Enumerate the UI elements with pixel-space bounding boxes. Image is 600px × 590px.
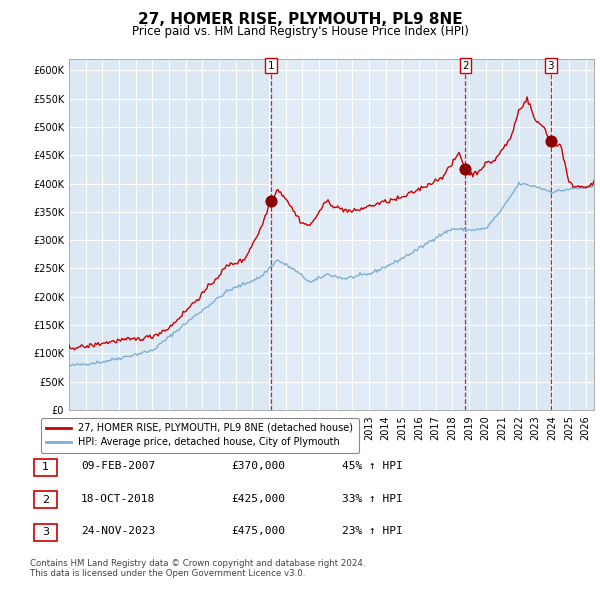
Point	[461, 165, 470, 174]
Text: 3: 3	[42, 527, 49, 537]
Text: 45% ↑ HPI: 45% ↑ HPI	[342, 461, 403, 471]
Text: 18-OCT-2018: 18-OCT-2018	[81, 494, 155, 503]
Text: 24-NOV-2023: 24-NOV-2023	[81, 526, 155, 536]
FancyBboxPatch shape	[34, 491, 57, 508]
Point	[546, 136, 556, 146]
Text: Price paid vs. HM Land Registry's House Price Index (HPI): Price paid vs. HM Land Registry's House …	[131, 25, 469, 38]
Text: 27, HOMER RISE, PLYMOUTH, PL9 8NE: 27, HOMER RISE, PLYMOUTH, PL9 8NE	[137, 12, 463, 27]
Text: Contains HM Land Registry data © Crown copyright and database right 2024.: Contains HM Land Registry data © Crown c…	[30, 559, 365, 568]
Legend: 27, HOMER RISE, PLYMOUTH, PL9 8NE (detached house), HPI: Average price, detached: 27, HOMER RISE, PLYMOUTH, PL9 8NE (detac…	[41, 418, 359, 453]
Text: This data is licensed under the Open Government Licence v3.0.: This data is licensed under the Open Gov…	[30, 569, 305, 578]
Text: £370,000: £370,000	[231, 461, 285, 471]
Text: 09-FEB-2007: 09-FEB-2007	[81, 461, 155, 471]
FancyBboxPatch shape	[34, 459, 57, 476]
Text: £425,000: £425,000	[231, 494, 285, 503]
Text: 33% ↑ HPI: 33% ↑ HPI	[342, 494, 403, 503]
Text: 1: 1	[42, 463, 49, 472]
Text: 1: 1	[268, 61, 274, 71]
Text: £475,000: £475,000	[231, 526, 285, 536]
Text: 3: 3	[547, 61, 554, 71]
FancyBboxPatch shape	[34, 524, 57, 540]
Text: 2: 2	[462, 61, 469, 71]
Bar	[271, 59, 466, 410]
Text: 23% ↑ HPI: 23% ↑ HPI	[342, 526, 403, 536]
Point	[266, 196, 275, 205]
Text: 2: 2	[42, 495, 49, 504]
